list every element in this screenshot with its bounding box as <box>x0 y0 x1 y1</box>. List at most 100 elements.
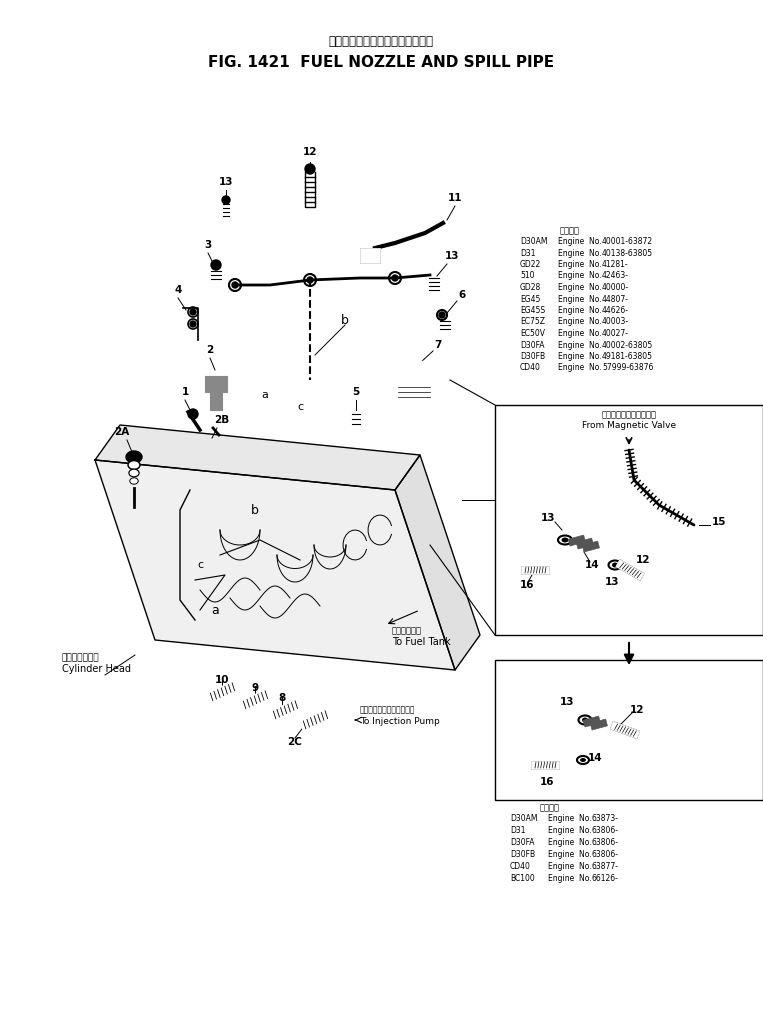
Bar <box>591 719 607 731</box>
Text: 14: 14 <box>584 560 599 570</box>
Text: 12: 12 <box>303 147 317 157</box>
Bar <box>398 361 430 383</box>
Bar <box>531 761 559 769</box>
Bar <box>206 681 238 703</box>
Text: Engine  No.: Engine No. <box>558 317 601 326</box>
Circle shape <box>232 282 238 288</box>
Text: 12: 12 <box>629 705 644 715</box>
Bar <box>531 761 559 769</box>
Text: Engine  No.: Engine No. <box>548 862 591 871</box>
Ellipse shape <box>130 478 138 484</box>
Text: D31: D31 <box>520 249 536 257</box>
Bar <box>576 538 594 549</box>
Bar <box>495 660 763 800</box>
Text: Engine  No.: Engine No. <box>558 364 601 373</box>
Ellipse shape <box>562 537 568 543</box>
Text: 12: 12 <box>636 555 650 565</box>
Text: 13: 13 <box>219 177 233 187</box>
Text: CD40: CD40 <box>510 862 531 871</box>
Text: インジェクションポンプへ: インジェクションポンプへ <box>360 705 416 714</box>
Circle shape <box>190 309 196 315</box>
Text: EC50V: EC50V <box>520 329 545 338</box>
Ellipse shape <box>130 462 139 468</box>
Text: Engine  No.: Engine No. <box>558 329 601 338</box>
Text: To Fuel Tank: To Fuel Tank <box>392 637 451 647</box>
Circle shape <box>439 312 445 318</box>
Ellipse shape <box>612 563 618 568</box>
Text: 63877-: 63877- <box>592 862 619 871</box>
Text: 57999-63876: 57999-63876 <box>602 364 653 373</box>
Text: b: b <box>341 314 349 326</box>
Text: 40001-63872: 40001-63872 <box>602 237 653 246</box>
Bar <box>521 566 549 574</box>
Text: Engine  No.: Engine No. <box>548 874 591 883</box>
Text: Cylinder Head: Cylinder Head <box>62 664 131 674</box>
Text: 44807-: 44807- <box>602 295 629 304</box>
Polygon shape <box>95 460 455 670</box>
Text: フェルノズルおよびスピルパイプ: フェルノズルおよびスピルパイプ <box>329 35 433 48</box>
Text: a: a <box>211 604 219 617</box>
Text: c: c <box>197 560 203 570</box>
Text: 15: 15 <box>712 517 726 527</box>
Text: Engine  No.: Engine No. <box>558 283 601 292</box>
Circle shape <box>190 321 196 327</box>
Text: Engine  No.: Engine No. <box>558 249 601 257</box>
Text: Engine  No.: Engine No. <box>558 295 601 304</box>
Text: CD40: CD40 <box>520 364 541 373</box>
Text: Engine  No.: Engine No. <box>548 814 591 823</box>
Text: シリンダヘッド: シリンダヘッド <box>62 653 100 662</box>
Text: 2C: 2C <box>288 737 302 747</box>
Text: 13: 13 <box>445 251 459 261</box>
Text: a: a <box>262 390 269 400</box>
Text: 510: 510 <box>520 271 535 280</box>
Text: 66126-: 66126- <box>592 874 619 883</box>
Ellipse shape <box>131 479 137 483</box>
Text: 7: 7 <box>434 340 442 350</box>
Text: From Magnetic Valve: From Magnetic Valve <box>582 421 676 430</box>
Text: Engine  No.: Engine No. <box>558 271 601 280</box>
Text: 適用号機: 適用号機 <box>540 803 560 812</box>
Circle shape <box>307 277 313 283</box>
Bar <box>360 248 380 263</box>
Text: 41281-: 41281- <box>602 260 629 269</box>
Circle shape <box>188 409 198 419</box>
Text: EC75Z: EC75Z <box>520 317 545 326</box>
Text: 燃料タンクへ: 燃料タンクへ <box>392 626 422 635</box>
Text: 適用号機: 適用号機 <box>560 226 580 235</box>
Text: 10: 10 <box>214 675 229 685</box>
Text: 13: 13 <box>560 697 575 707</box>
Text: 2B: 2B <box>214 415 230 425</box>
Bar <box>610 721 639 739</box>
Polygon shape <box>95 425 420 490</box>
Text: 40027-: 40027- <box>602 329 629 338</box>
Circle shape <box>222 196 230 204</box>
Text: マグネチックバルブから: マグネチックバルブから <box>601 410 656 419</box>
Text: Engine  No.: Engine No. <box>558 340 601 350</box>
Text: 9: 9 <box>252 683 259 693</box>
Text: D30FA: D30FA <box>520 340 545 350</box>
Text: D30FB: D30FB <box>520 352 545 361</box>
Text: GD22: GD22 <box>520 260 541 269</box>
Ellipse shape <box>126 451 142 463</box>
Bar <box>616 560 644 580</box>
Text: 3: 3 <box>204 240 211 250</box>
Text: 5: 5 <box>353 387 359 397</box>
Bar <box>240 689 271 711</box>
Text: Engine  No.: Engine No. <box>558 237 601 246</box>
Text: 40003-: 40003- <box>602 317 629 326</box>
Bar <box>521 566 549 574</box>
Bar <box>616 560 644 580</box>
Text: 40138-63805: 40138-63805 <box>602 249 653 257</box>
Text: 16: 16 <box>539 777 554 787</box>
Text: Engine  No.: Engine No. <box>548 826 591 835</box>
Text: 13: 13 <box>605 577 620 587</box>
Circle shape <box>211 260 221 270</box>
Text: 8: 8 <box>278 693 285 703</box>
Ellipse shape <box>580 758 586 762</box>
Text: 63806-: 63806- <box>592 826 619 835</box>
Text: GD28: GD28 <box>520 283 541 292</box>
Text: D30FA: D30FA <box>510 838 535 847</box>
Text: D31: D31 <box>510 826 526 835</box>
Text: Engine  No.: Engine No. <box>558 352 601 361</box>
Text: 6: 6 <box>459 290 465 300</box>
